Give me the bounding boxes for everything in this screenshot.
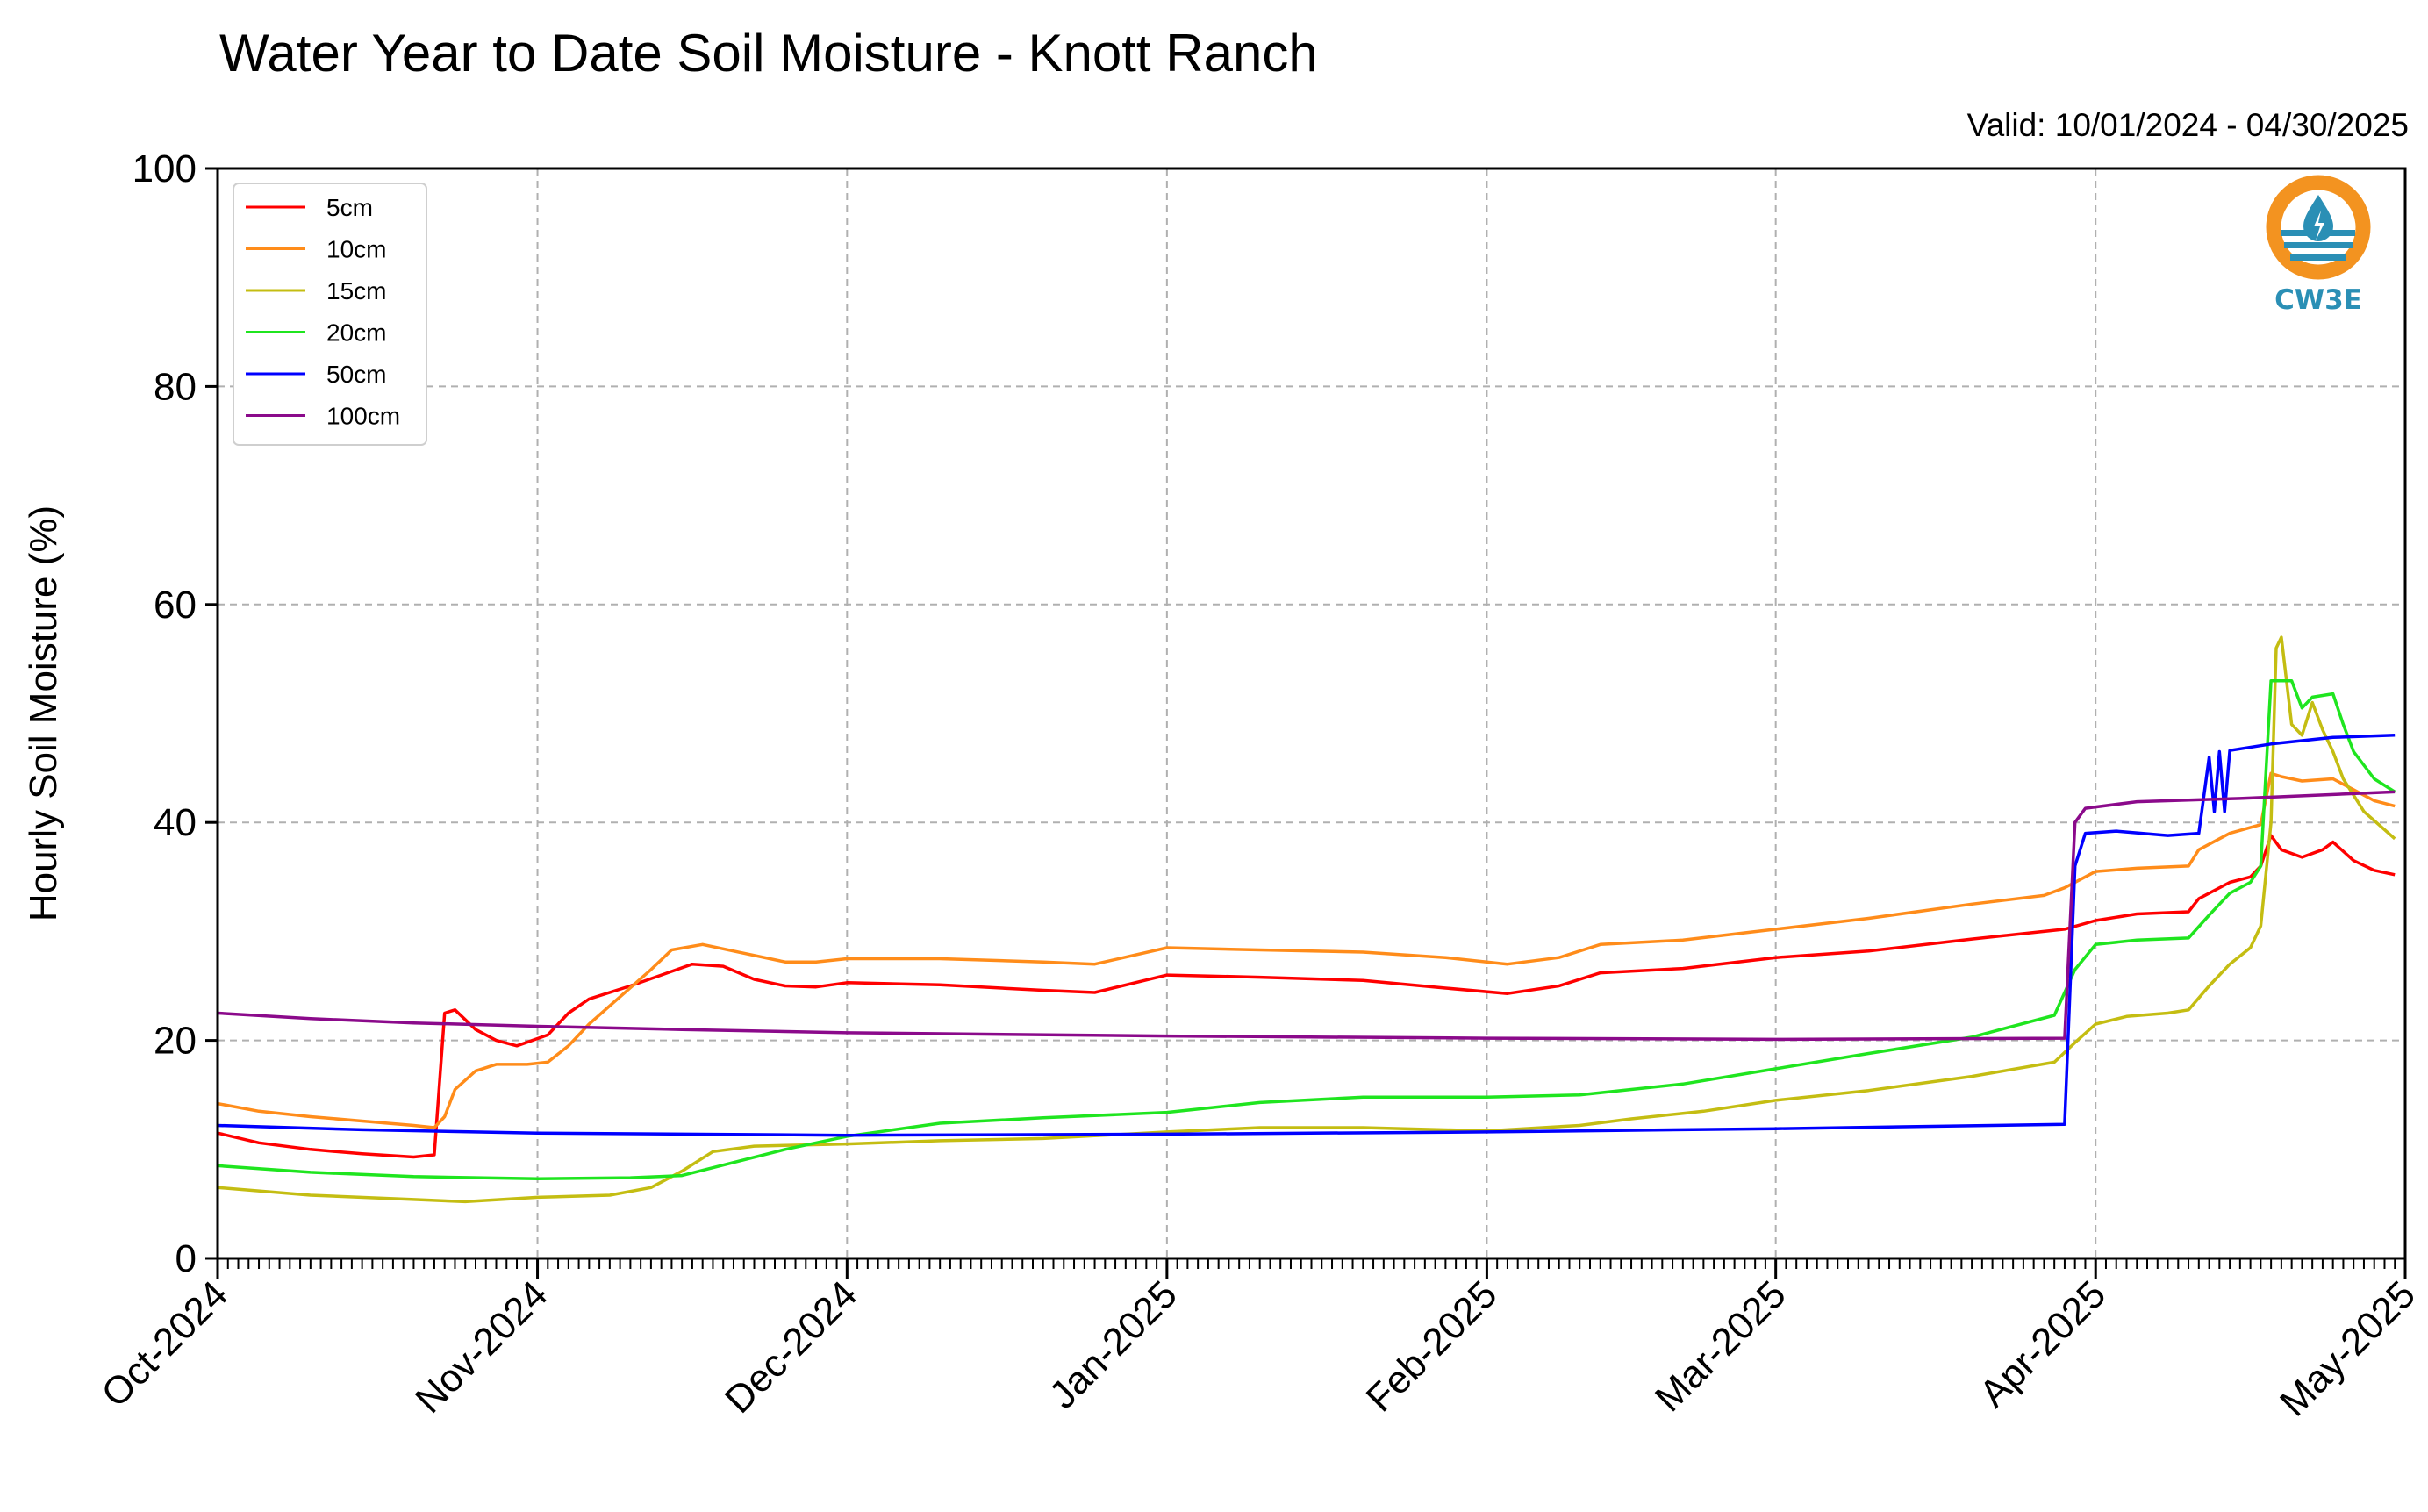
x-tick-label: Dec-2024 xyxy=(717,1272,866,1422)
plot-frame xyxy=(216,167,2407,1260)
legend-label: 10cm xyxy=(326,236,386,263)
series-layer xyxy=(217,635,2396,1204)
x-tick-label: Apr-2025 xyxy=(1972,1272,2115,1415)
x-tick-label: Jan-2025 xyxy=(1042,1272,1185,1416)
y-tick-label: 40 xyxy=(154,801,197,844)
legend-entry-100cm[interactable]: 100cm xyxy=(246,403,400,430)
cw3e-droplet-logo-icon xyxy=(2266,175,2371,280)
legend-entry-20cm[interactable]: 20cm xyxy=(246,319,386,347)
legend-label: 20cm xyxy=(326,319,386,347)
logo-text: CW3E xyxy=(2274,284,2362,316)
x-tick-label: May-2025 xyxy=(2272,1272,2424,1424)
legend-entry-50cm[interactable]: 50cm xyxy=(246,361,386,388)
legend-label: 50cm xyxy=(326,361,386,388)
legend-entry-5cm[interactable]: 5cm xyxy=(246,194,373,221)
y-tick-label: 60 xyxy=(154,584,197,627)
y-tick-label: 0 xyxy=(175,1237,197,1280)
series-line-10cm xyxy=(217,771,2396,1129)
x-tick-label: Mar-2025 xyxy=(1647,1272,1794,1420)
series-line-100cm xyxy=(217,790,2396,1042)
y-tick-label: 100 xyxy=(133,147,197,190)
series-line-5cm xyxy=(217,834,2396,1159)
cw3e-logo: CW3E xyxy=(2266,175,2371,316)
legend-label: 100cm xyxy=(326,403,400,430)
series-line-50cm xyxy=(217,734,2396,1137)
legend-label: 5cm xyxy=(326,194,373,221)
y-tick-label: 20 xyxy=(154,1020,197,1063)
legend-entry-10cm[interactable]: 10cm xyxy=(246,236,386,263)
y-axis-label: Hourly Soil Moisture (%) xyxy=(22,505,65,921)
x-tick-label: Oct-2024 xyxy=(93,1272,236,1415)
legend[interactable]: 5cm 10cm 15cm 20cm 50cm 100cm xyxy=(233,183,427,446)
axes: Oct-2024 Nov-2024 Dec-2024 Jan-2025 Feb-2025… xyxy=(93,147,2424,1424)
series-line-20cm xyxy=(217,678,2396,1181)
legend-entry-15cm[interactable]: 15cm xyxy=(246,277,386,305)
legend-label: 15cm xyxy=(326,277,386,305)
chart-title: Water Year to Date Soil Moisture - Knott… xyxy=(219,24,1318,82)
valid-date-range: Valid: 10/01/2024 - 04/30/2025 xyxy=(1966,107,2409,143)
grid xyxy=(218,168,2405,1258)
x-tick-label: Feb-2025 xyxy=(1358,1272,1506,1420)
x-tick-label: Nov-2024 xyxy=(407,1272,556,1422)
series-line-15cm xyxy=(217,635,2396,1204)
y-tick-label: 80 xyxy=(154,365,197,408)
